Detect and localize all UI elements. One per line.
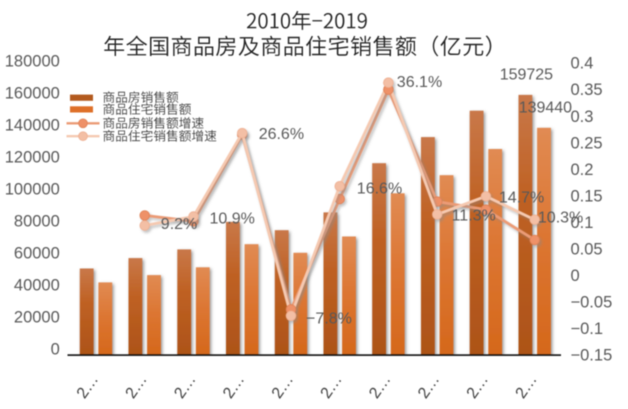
- svg-text:0: 0: [571, 267, 580, 285]
- svg-text:0.15: 0.15: [571, 187, 603, 205]
- svg-text:180000: 180000: [5, 52, 60, 70]
- svg-text:−0.1: −0.1: [571, 320, 604, 338]
- svg-text:0.3: 0.3: [571, 108, 594, 126]
- svg-text:120000: 120000: [5, 149, 60, 167]
- svg-text:40000: 40000: [14, 277, 60, 295]
- svg-text:0.05: 0.05: [571, 241, 603, 259]
- svg-text:14.7%: 14.7%: [499, 189, 544, 206]
- svg-text:0.35: 0.35: [571, 81, 603, 99]
- svg-text:100000: 100000: [5, 181, 60, 199]
- svg-text:−0.05: −0.05: [571, 294, 613, 312]
- svg-text:139440: 139440: [519, 100, 572, 117]
- svg-text:140000: 140000: [5, 117, 60, 135]
- svg-text:60000: 60000: [14, 245, 60, 263]
- svg-text:0.4: 0.4: [571, 55, 594, 73]
- svg-text:11.3%: 11.3%: [452, 207, 496, 224]
- svg-text:−0.15: −0.15: [571, 347, 613, 365]
- svg-text:0.1: 0.1: [571, 214, 594, 232]
- svg-text:−7.8%: −7.8%: [306, 311, 352, 328]
- svg-text:80000: 80000: [14, 213, 60, 231]
- svg-text:9.2%: 9.2%: [161, 216, 197, 233]
- svg-text:20000: 20000: [14, 309, 60, 327]
- svg-text:26.6%: 26.6%: [259, 126, 304, 143]
- svg-text:16.6%: 16.6%: [357, 181, 402, 198]
- svg-text:0: 0: [51, 341, 60, 359]
- svg-text:36.1%: 36.1%: [397, 74, 442, 91]
- svg-text:10.3%: 10.3%: [538, 210, 583, 227]
- svg-text:10.9%: 10.9%: [210, 211, 255, 228]
- svg-text:0.2: 0.2: [571, 161, 594, 179]
- svg-text:160000: 160000: [5, 84, 60, 102]
- svg-text:0.25: 0.25: [571, 134, 603, 152]
- svg-text:159725: 159725: [500, 67, 553, 84]
